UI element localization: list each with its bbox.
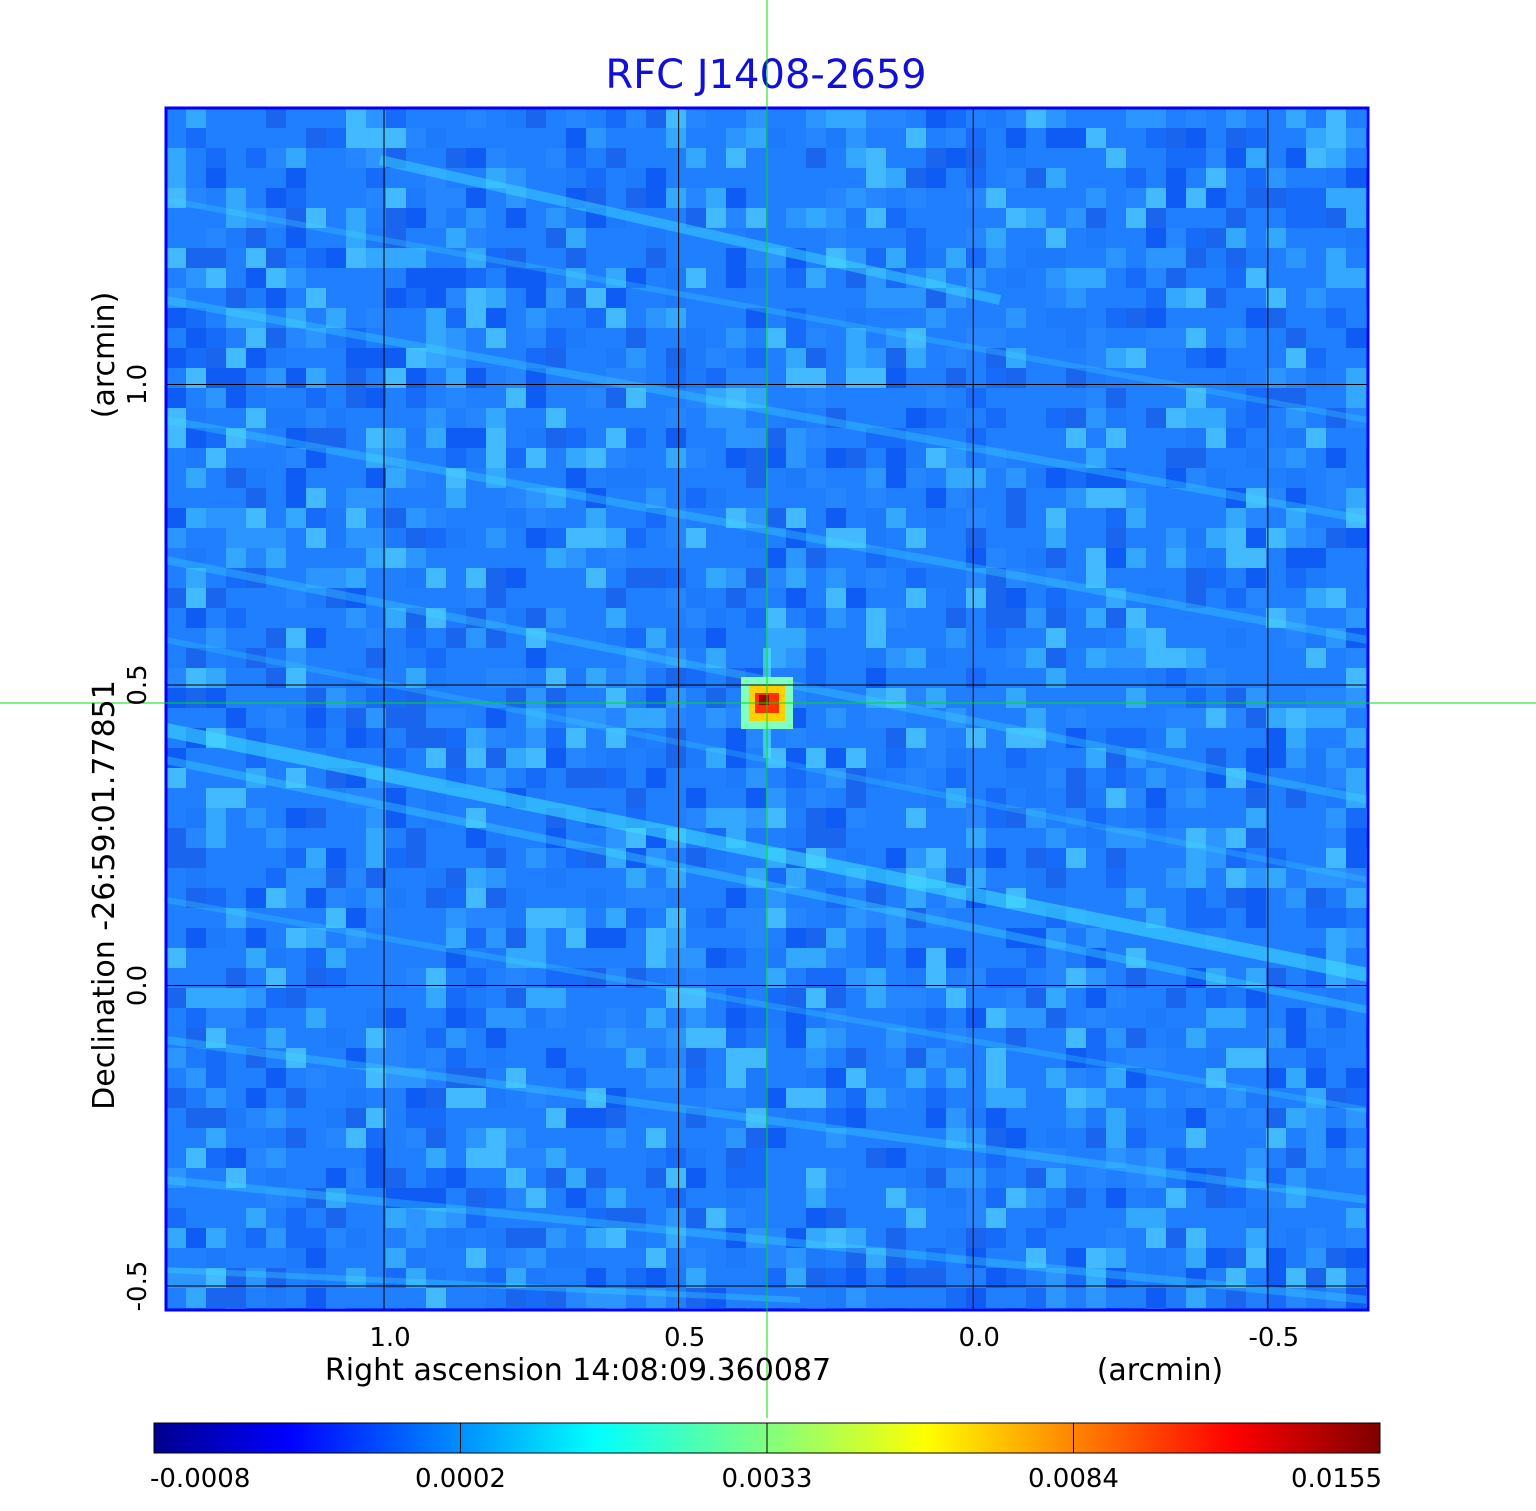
y-tick-label: 1.0 — [123, 364, 153, 405]
colorbar-ticks: -0.0008 0.0002 0.0033 0.0084 0.0155 — [150, 1423, 1382, 1494]
x-tick-label: 1.0 — [369, 1323, 410, 1353]
y-tick-label: 0.0 — [123, 965, 153, 1006]
chart-title: RFC J1408-2659 — [605, 52, 926, 98]
x-tick-labels: 1.0 0.5 0.0 -0.5 — [369, 1323, 1299, 1353]
x-tick-label: 0.0 — [959, 1323, 1000, 1353]
x-axis-unit: (arcmin) — [1097, 1353, 1224, 1388]
y-axis-unit: (arcmin) — [87, 292, 122, 419]
colorbar-tick-label: 0.0002 — [415, 1464, 506, 1494]
crosshair — [0, 0, 1536, 1418]
x-axis-label: Right ascension 14:08:09.360087 — [325, 1353, 831, 1388]
y-axis-label: Declination -26:59:01.77851 — [87, 680, 122, 1110]
plot-area — [164, 106, 1370, 1312]
y-tick-label: 0.5 — [123, 664, 153, 705]
colorbar-tick-label: -0.0008 — [150, 1464, 250, 1494]
colorbar-tick-label: 0.0155 — [1291, 1464, 1382, 1494]
x-tick-label: 0.5 — [664, 1323, 705, 1353]
noise-pixels — [166, 108, 1368, 1310]
colorbar-tick-label: 0.0084 — [1028, 1464, 1119, 1494]
colorbar-tick-label: 0.0033 — [722, 1464, 813, 1494]
x-tick-label: -0.5 — [1248, 1323, 1299, 1353]
colorbar: -0.0008 0.0002 0.0033 0.0084 0.0155 — [150, 1422, 1382, 1494]
y-tick-labels: 1.0 0.5 0.0 -0.5 — [123, 364, 153, 1312]
y-tick-label: -0.5 — [123, 1261, 153, 1312]
